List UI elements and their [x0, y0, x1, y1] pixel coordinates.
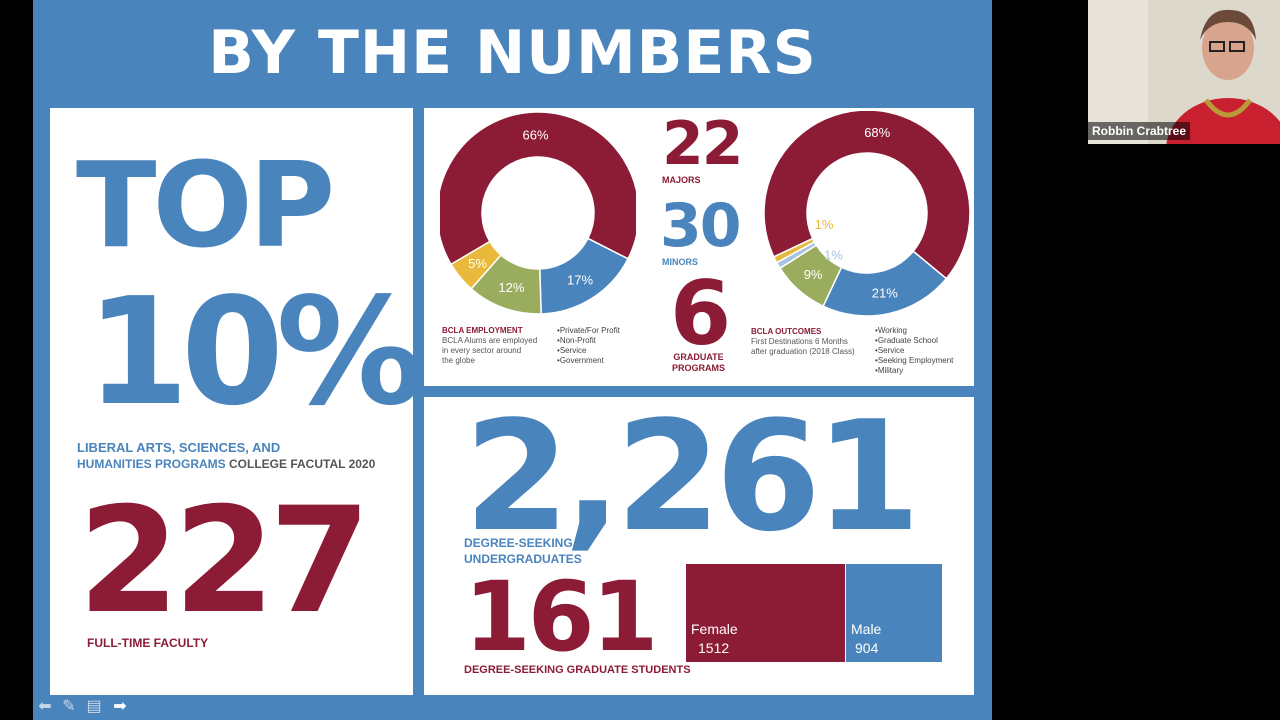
female-label: Female	[691, 621, 738, 637]
male-value: 904	[855, 640, 879, 656]
donut-slice-label: 21%	[872, 286, 898, 301]
bottom-right-panel: 2,261 DEGREE-SEEKING UNDERGRADUATES 161 …	[424, 397, 974, 695]
outcomes-legend-item: Graduate School	[875, 336, 953, 346]
undergrad-label: DEGREE-SEEKING UNDERGRADUATES	[464, 535, 582, 567]
top-text: TOP	[76, 136, 335, 274]
female-value: 1512	[698, 640, 730, 656]
ten-percent-text: 10%	[86, 266, 424, 438]
participant-avatar	[1088, 0, 1280, 144]
female-bar: Female 1512	[686, 564, 845, 662]
employment-legend-item: Service	[557, 346, 620, 356]
employment-desc-3: the globe	[442, 356, 475, 365]
employment-desc-2: in every sector around	[442, 346, 522, 355]
grad-students-label: DEGREE-SEEKING GRADUATE STUDENTS	[464, 664, 691, 676]
outcomes-donut-chart: 68%21%9%1%1%	[763, 111, 971, 317]
donut-slice-label: 5%	[468, 256, 487, 271]
outcomes-legend-item: Working	[875, 326, 953, 336]
outcomes-desc-2: after graduation (2018 Class)	[751, 347, 855, 356]
graduate-programs-label-2: PROGRAMS	[672, 363, 726, 373]
employment-heading: BCLA EMPLOYMENT	[442, 326, 523, 335]
undergrad-label-2: UNDERGRADUATES	[464, 552, 582, 566]
donut-slice	[450, 240, 503, 290]
outcomes-legend-item: Seeking Employment	[875, 356, 954, 366]
graduate-programs-label: GRADUATE PROGRAMS	[672, 352, 725, 374]
programs-line-1: LIBERAL ARTS, SCIENCES, AND	[77, 440, 281, 455]
minors-label: MINORS	[662, 257, 698, 267]
participant-video[interactable]: Robbin Crabtree	[1088, 0, 1280, 144]
employment-desc-1: BCLA Alums are employed	[442, 336, 538, 345]
programs-line-2: HUMANITIES PROGRAMS COLLEGE FACUTAL 2020	[77, 456, 375, 473]
undergrad-label-1: DEGREE-SEEKING	[464, 536, 573, 550]
outcomes-legend-item: Service	[875, 346, 953, 356]
top-right-panel: 66% 17% 12% 5% BCLA EMPLOYMENT BCLA Alums a…	[424, 108, 974, 386]
donut-slice-label: 17%	[567, 272, 593, 287]
minors-number: 30	[660, 191, 741, 261]
outcomes-caption: BCLA OUTCOMES First Destinations 6 Month…	[751, 327, 855, 357]
graduate-programs-number: 6	[670, 262, 732, 365]
donut-slice-label: 68%	[864, 125, 890, 140]
employment-donut-chart: 66% 17% 12% 5%	[440, 111, 636, 315]
donut-slice-label: 66%	[523, 128, 549, 143]
faculty-number: 227	[78, 476, 371, 646]
employment-legend-item: Private/For Profit	[557, 326, 620, 336]
graduate-programs-label-1: GRADUATE	[673, 352, 724, 362]
outcomes-desc-1: First Destinations 6 Months	[751, 337, 848, 346]
undergrad-number: 2,261	[464, 388, 921, 565]
left-panel: TOP 10% LIBERAL ARTS, SCIENCES, AND HUMA…	[50, 108, 424, 695]
employment-legend: Private/For Profit Non-Profit Service Go…	[557, 326, 620, 366]
donut-slice-label: 9%	[804, 267, 823, 282]
forward-arrow-icon[interactable]: ➡	[113, 698, 127, 715]
menu-icon[interactable]: ▤	[86, 698, 102, 715]
employment-legend-item: Government	[557, 356, 620, 366]
presentation-slide: BY THE NUMBERS TOP 10% LIBERAL ARTS, SCI…	[33, 0, 992, 720]
donut-slice-label: 1%	[824, 247, 843, 262]
male-label: Male	[851, 621, 882, 637]
programs-line-2-text: HUMANITIES PROGRAMS	[77, 457, 226, 471]
outcomes-legend: Working Graduate School Service Seeking …	[875, 326, 954, 376]
donut-slice	[772, 237, 816, 264]
donut-slice	[440, 111, 636, 266]
employment-caption: BCLA EMPLOYMENT BCLA Alums are employed …	[442, 326, 537, 366]
male-bar: Male 904	[846, 564, 942, 662]
faculty-label: FULL-TIME FACULTY	[87, 636, 209, 650]
outcomes-legend-item: Military	[875, 366, 953, 376]
participant-name: Robbin Crabtree	[1088, 122, 1191, 140]
slide-title: BY THE NUMBERS	[208, 18, 817, 88]
donut-slice-label: 1%	[815, 217, 834, 232]
back-arrow-icon[interactable]: ⬅	[38, 698, 52, 715]
grad-students-number: 161	[464, 561, 658, 673]
pen-icon[interactable]: ✎	[62, 698, 76, 715]
majors-number: 22	[662, 109, 743, 179]
majors-label: MAJORS	[662, 175, 701, 185]
donut-slice	[763, 111, 971, 280]
source-text: COLLEGE FACUTAL 2020	[229, 457, 376, 471]
employment-legend-item: Non-Profit	[557, 336, 620, 346]
outcomes-heading: BCLA OUTCOMES	[751, 327, 822, 336]
donut-slice-label: 12%	[498, 280, 524, 295]
